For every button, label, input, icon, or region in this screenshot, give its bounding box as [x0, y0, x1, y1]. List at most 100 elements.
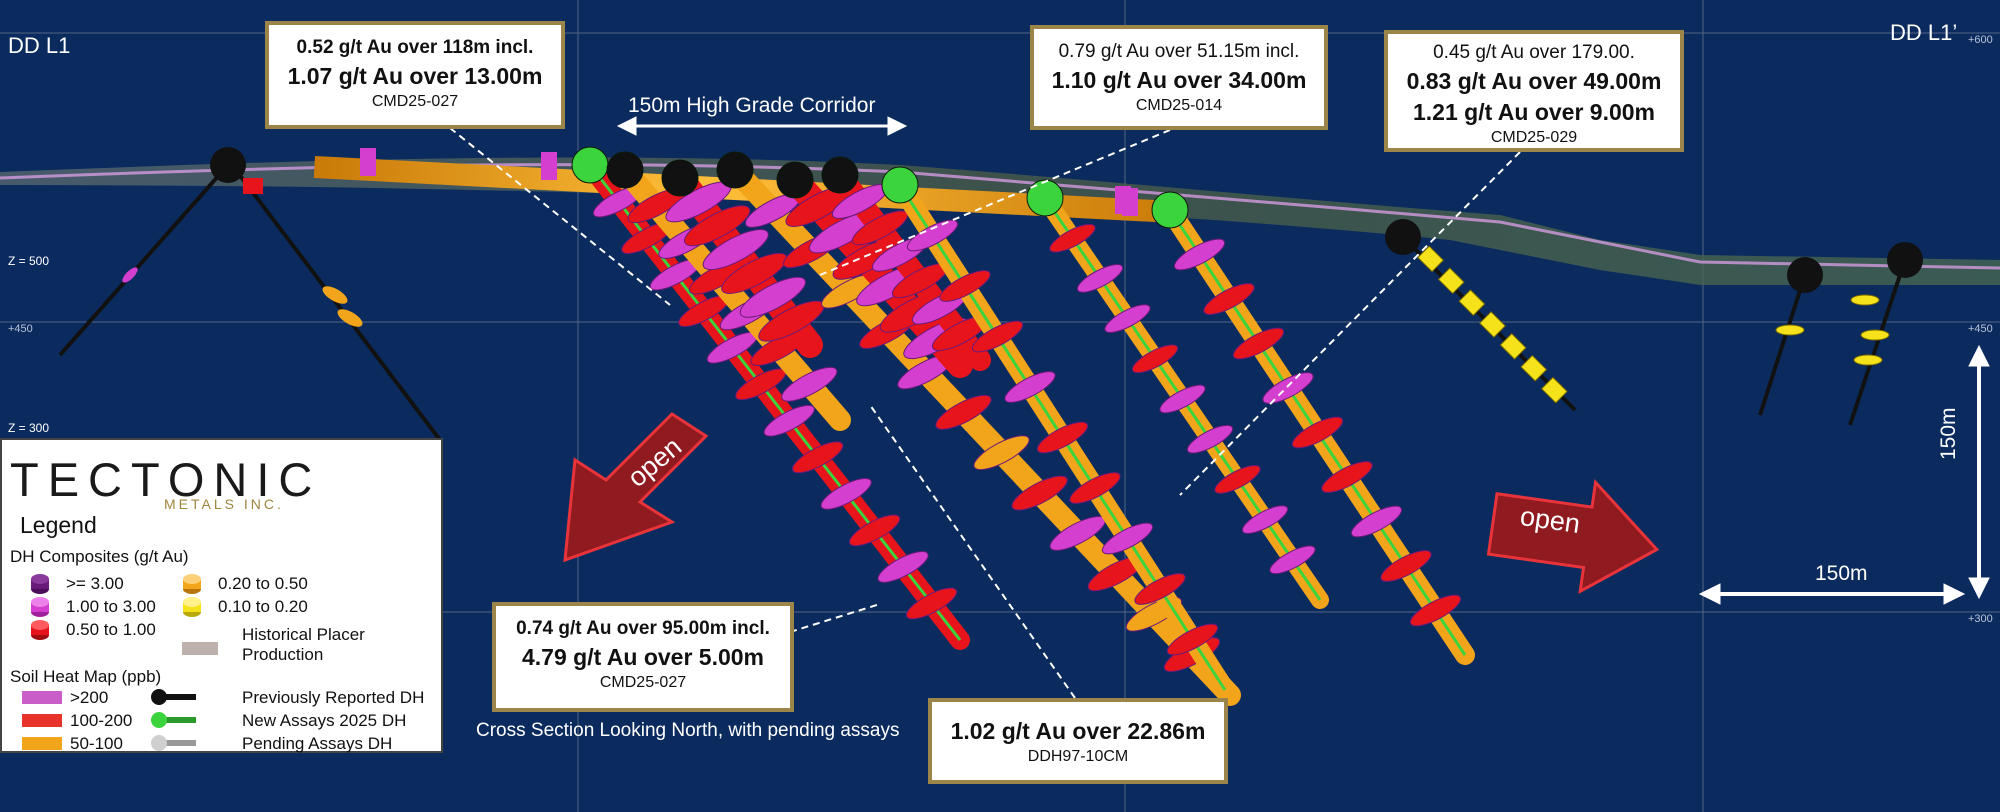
low-grade-composite: [1775, 324, 1805, 336]
section-label-left: DD L1: [8, 33, 71, 58]
corridor-arrow: [616, 116, 908, 136]
assay-composite-disc: [1186, 424, 1234, 454]
assay-composite-disc: [935, 394, 992, 430]
assay-composite-disc: [684, 205, 751, 247]
low-grade-composite: [1860, 329, 1890, 341]
figure-caption: Cross Section Looking North, with pendin…: [476, 720, 900, 741]
topography-line: [0, 163, 2000, 270]
previous-hole-icon: [151, 689, 196, 705]
assay-composite-disc: [1214, 465, 1261, 494]
surface-composite-band: [541, 152, 557, 180]
callout-highlight: 1.02 g/t Au over 22.86m: [950, 718, 1206, 744]
assay-composite-disc: [721, 252, 788, 294]
soil-low-swatch: [22, 737, 62, 750]
drill-collar: [881, 166, 919, 204]
assay-composite-disc: [781, 366, 838, 402]
callout-line: 0.45 g/t Au over 179.00.: [1433, 42, 1635, 63]
assay-composite-disc: [1134, 573, 1186, 605]
assay-composite-disc: [973, 435, 1030, 471]
low-grade-composite: [1520, 354, 1548, 382]
scale-horizontal-label: 150m: [1815, 562, 1868, 585]
soil-high-swatch: [22, 691, 62, 704]
legend-composite-2: 1.00 to 3.00: [66, 597, 156, 616]
drill-collar: [1026, 179, 1064, 217]
assay-composite-disc: [1036, 421, 1089, 454]
company-logo-subtitle: METALS INC.: [164, 496, 284, 512]
callout-cmd25-027-bottom: 0.74 g/t Au over 95.00m incl. 4.79 g/t A…: [492, 602, 794, 712]
callout-cmd25-029: 0.45 g/t Au over 179.00. 0.83 g/t Au ove…: [1384, 30, 1684, 152]
assay-composite-disc: [1131, 344, 1179, 374]
scale-bars: [1698, 344, 1990, 605]
legend-soil-heading: Soil Heat Map (ppb): [10, 667, 162, 686]
assay-composite-disc: [792, 441, 844, 474]
callout-hole-id: CMD25-027: [599, 674, 687, 691]
scale-vertical-label: 150m: [1937, 407, 1960, 460]
composite-purple-icon: [31, 574, 49, 594]
assay-composite-disc: [820, 477, 872, 510]
callout-line: 0.52 g/t Au over 118m incl.: [296, 37, 534, 58]
legend-soil-2: 100-200: [70, 711, 133, 730]
low-grade-composite: [1853, 354, 1883, 366]
low-grade-composite: [1417, 245, 1445, 273]
assay-composite-disc: [122, 267, 138, 283]
legend-soil-1: >200: [70, 688, 109, 707]
assay-composite-disc: [1159, 384, 1206, 414]
assay-composite-disc: [1166, 623, 1219, 656]
callout-pointers: [449, 127, 1521, 699]
legend-placer: Historical Placer Production: [242, 625, 365, 664]
assay-composite-disc: [1232, 327, 1285, 360]
assay-composite-disc: [1380, 550, 1432, 582]
callout-ddh97-10cm: 1.02 g/t Au over 22.86m DDH97-10CM: [928, 698, 1228, 784]
callout-highlight-2: 1.21 g/t Au over 9.00m: [1412, 99, 1656, 125]
assay-composite-disc: [849, 514, 901, 547]
callout-hole-id: CMD25-014: [1135, 97, 1223, 114]
assay-composite-disc: [905, 587, 958, 620]
assay-composite-disc: [1101, 522, 1154, 555]
topography-surface: [0, 157, 2000, 285]
legend-composite-3: 0.50 to 1.00: [66, 620, 156, 639]
assay-composite-disc: [1269, 545, 1316, 575]
assay-composite-disc: [337, 309, 363, 327]
previous-drill-collar: [1385, 219, 1421, 255]
callout-highlight: 0.83 g/t Au over 49.00m: [1406, 68, 1662, 94]
low-grade-composite: [1850, 294, 1880, 306]
legend-hole-1: Previously Reported DH: [242, 688, 425, 707]
assay-composite-disc: [877, 551, 929, 583]
composite-red-icon: [31, 620, 49, 640]
legend-hole-2: New Assays 2025 DH: [242, 711, 407, 730]
drill-collar: [821, 156, 859, 194]
new-assay-hole-icon: [151, 712, 196, 728]
corridor-label: 150m High Grade Corridor: [628, 94, 876, 117]
assay-composite-disc: [1409, 594, 1462, 627]
low-grade-composite: [1479, 311, 1506, 338]
elevation-z300: Z = 300: [8, 421, 50, 435]
legend-soil-3: 50-100: [70, 734, 123, 753]
assay-composite-disc: [1004, 371, 1056, 403]
assay-composite-disc: [702, 229, 769, 271]
legend-title: Legend: [20, 512, 97, 538]
legend-composite-1: >= 3.00: [66, 574, 124, 593]
callout-line: 0.79 g/t Au over 51.15m incl.: [1058, 41, 1300, 62]
legend-hole-3: Pending Assays DH: [242, 734, 393, 753]
callout-hole-id: CMD25-029: [1490, 129, 1578, 146]
elevation-450-left: +450: [8, 323, 33, 335]
assay-composite-disc: [1011, 475, 1068, 511]
assay-composite-disc: [1049, 223, 1096, 253]
drill-holes: [122, 146, 1923, 706]
assay-composite-disc: [1241, 505, 1289, 534]
assay-composite-block: [243, 178, 263, 194]
drill-collar: [776, 161, 814, 199]
legend-composite-5: 0.10 to 0.20: [218, 597, 308, 616]
assay-composite-disc: [1262, 372, 1314, 404]
callout-hole-id: DDH97-10CM: [1027, 748, 1129, 765]
legend-composite-4: 0.20 to 0.50: [218, 574, 308, 593]
assay-composite-disc: [971, 320, 1024, 353]
assay-composite-disc: [1321, 461, 1373, 493]
callout-highlight: 1.10 g/t Au over 34.00m: [1051, 67, 1307, 93]
callout-cmd25-027-top: 0.52 g/t Au over 118m incl. 1.07 g/t Au …: [265, 21, 565, 129]
section-label-right: DD L1’: [1890, 20, 1958, 45]
pending-hole-icon: [151, 735, 196, 751]
legend-composites-heading: DH Composites (g/t Au): [10, 547, 189, 566]
assay-composite-disc: [763, 404, 815, 437]
